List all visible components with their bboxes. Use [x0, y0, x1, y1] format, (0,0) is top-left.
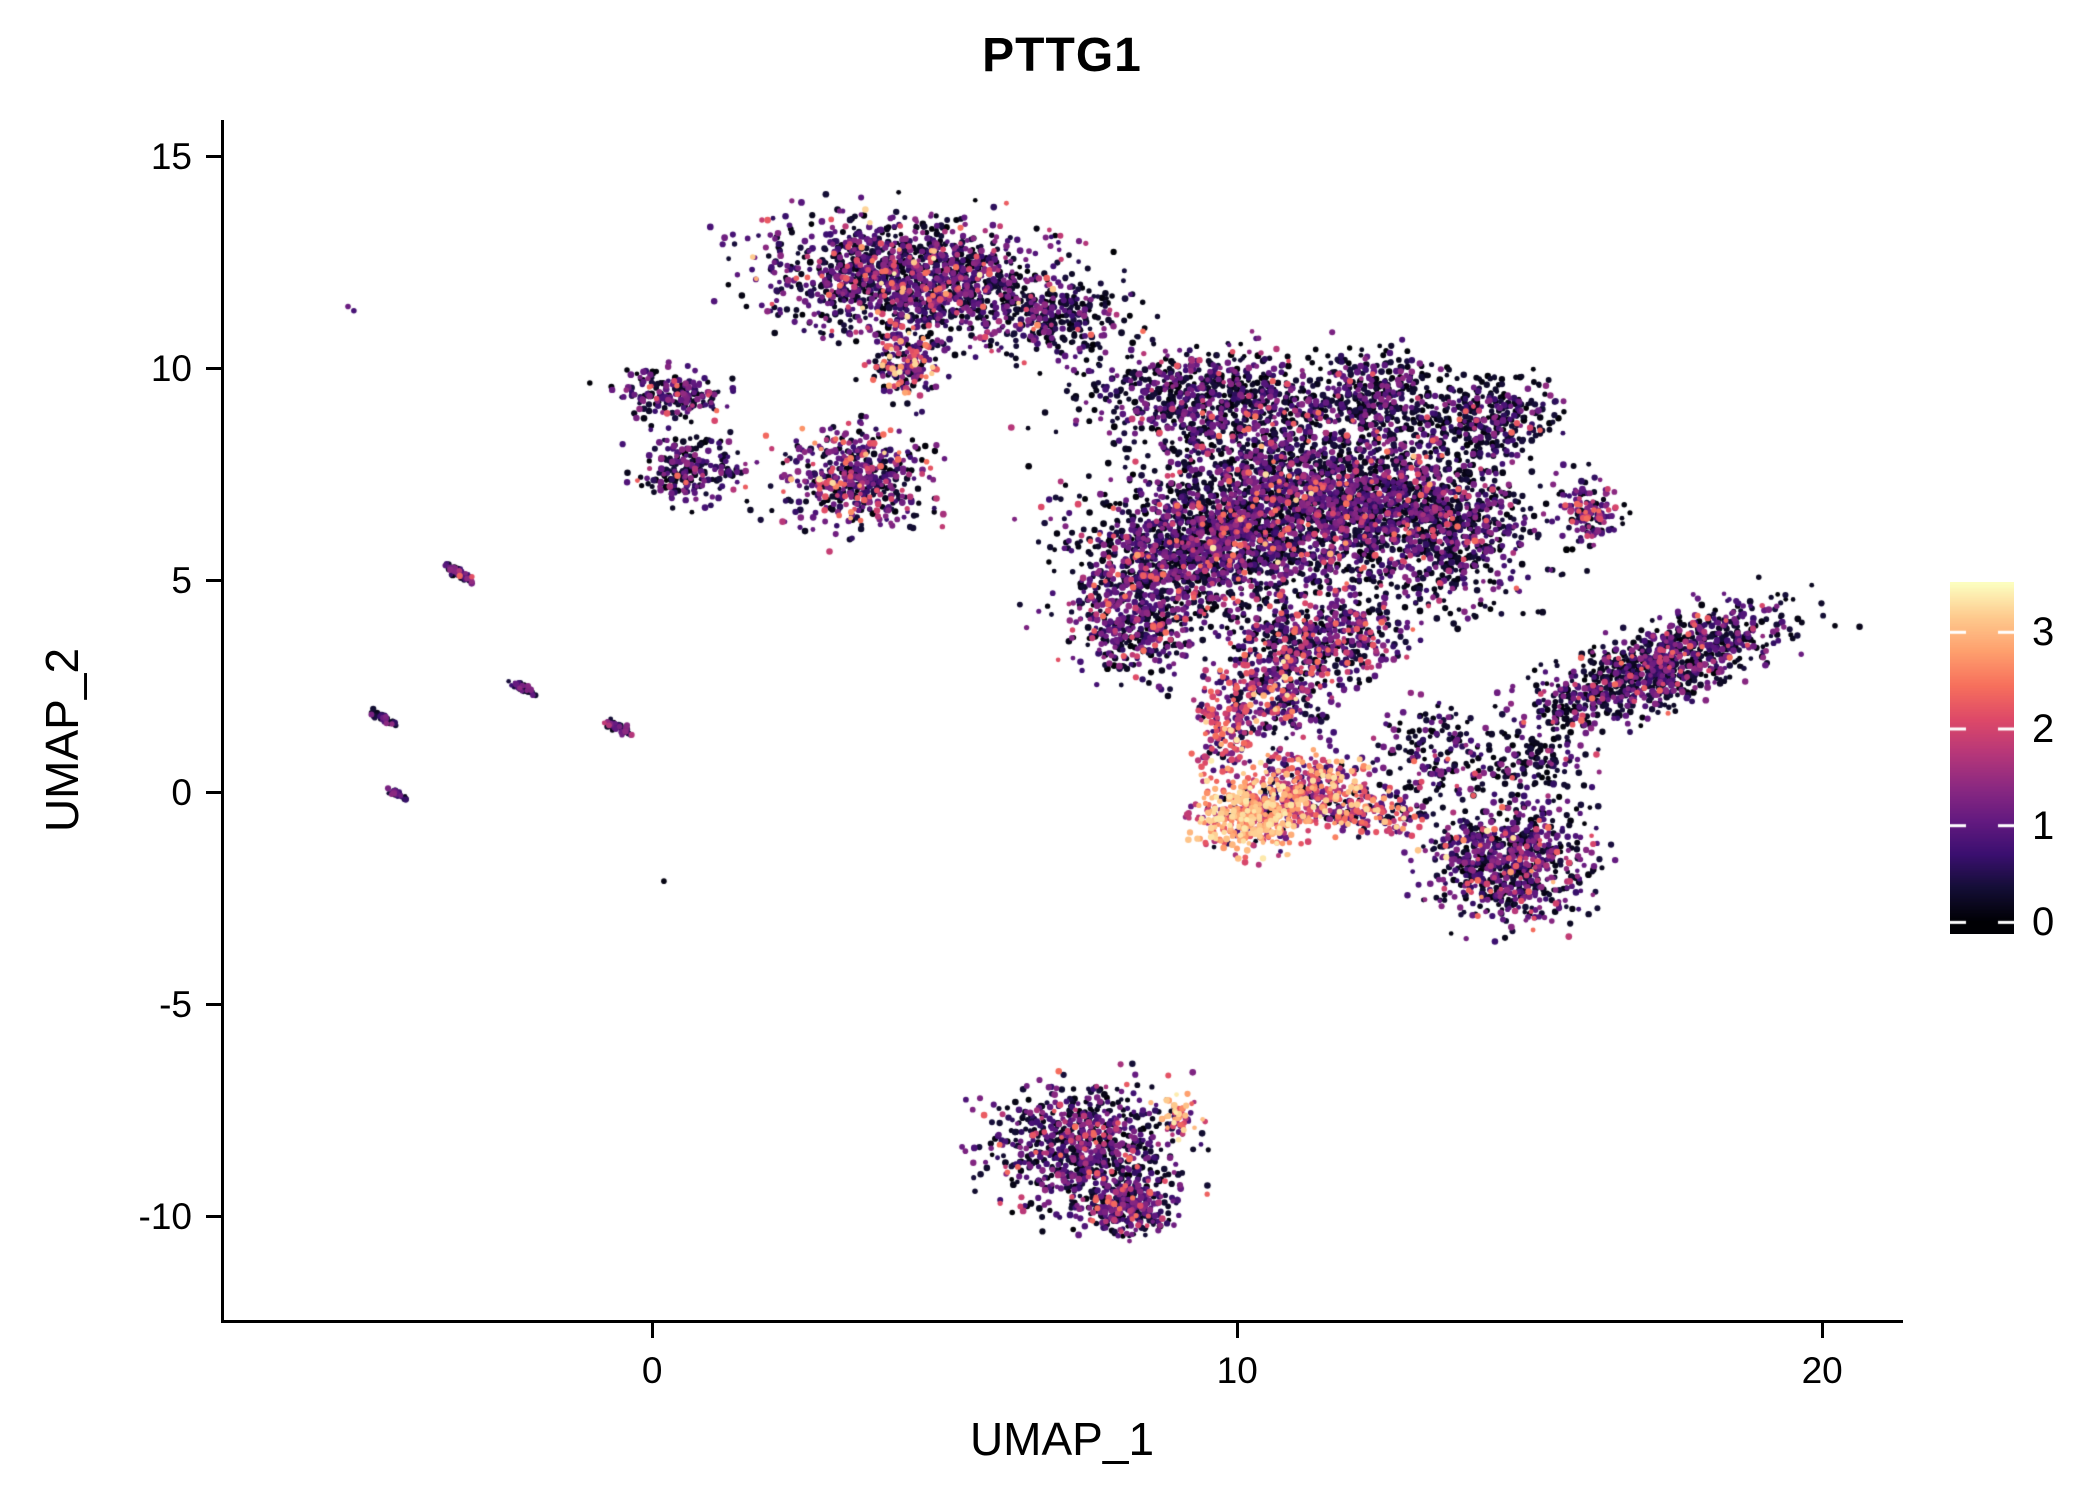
colorbar-tick-label: 0: [2032, 900, 2055, 945]
colorbar-tick-label: 2: [2032, 706, 2055, 751]
y-tick-mark: [206, 154, 221, 158]
plot-area: [224, 120, 1900, 1320]
y-tick-mark: [206, 366, 221, 370]
x-tick-label: 20: [1801, 1350, 1843, 1391]
x-tick-label: 10: [1216, 1350, 1258, 1391]
chart-title: PTTG1: [982, 29, 1142, 82]
x-tick-mark: [650, 1323, 654, 1338]
colorbar: [1950, 582, 2014, 934]
x-tick-label: 0: [641, 1350, 663, 1391]
y-tick-label: 15: [150, 136, 192, 178]
x-axis-line: [221, 1320, 1903, 1323]
umap-scatter-canvas: [224, 120, 1900, 1320]
y-tick-label: 0: [171, 772, 192, 814]
x-tick-mark: [1235, 1323, 1239, 1338]
x-tick-mark: [1820, 1323, 1824, 1338]
y-tick-mark: [206, 578, 221, 582]
y-tick-label: -5: [159, 984, 192, 1026]
colorbar-tick-label: 3: [2032, 610, 2055, 655]
y-axis-line: [221, 120, 224, 1323]
y-tick-mark: [206, 1002, 221, 1006]
y-tick-label: 5: [171, 560, 192, 602]
x-axis-label: UMAP_1: [969, 1413, 1155, 1465]
colorbar-gradient-canvas: [1950, 582, 2014, 934]
y-tick-mark: [206, 1214, 221, 1218]
colorbar-tick-label: 1: [2032, 803, 2055, 848]
y-tick-mark: [206, 790, 221, 794]
y-tick-label: -10: [138, 1196, 192, 1238]
y-tick-label: 10: [150, 348, 192, 390]
